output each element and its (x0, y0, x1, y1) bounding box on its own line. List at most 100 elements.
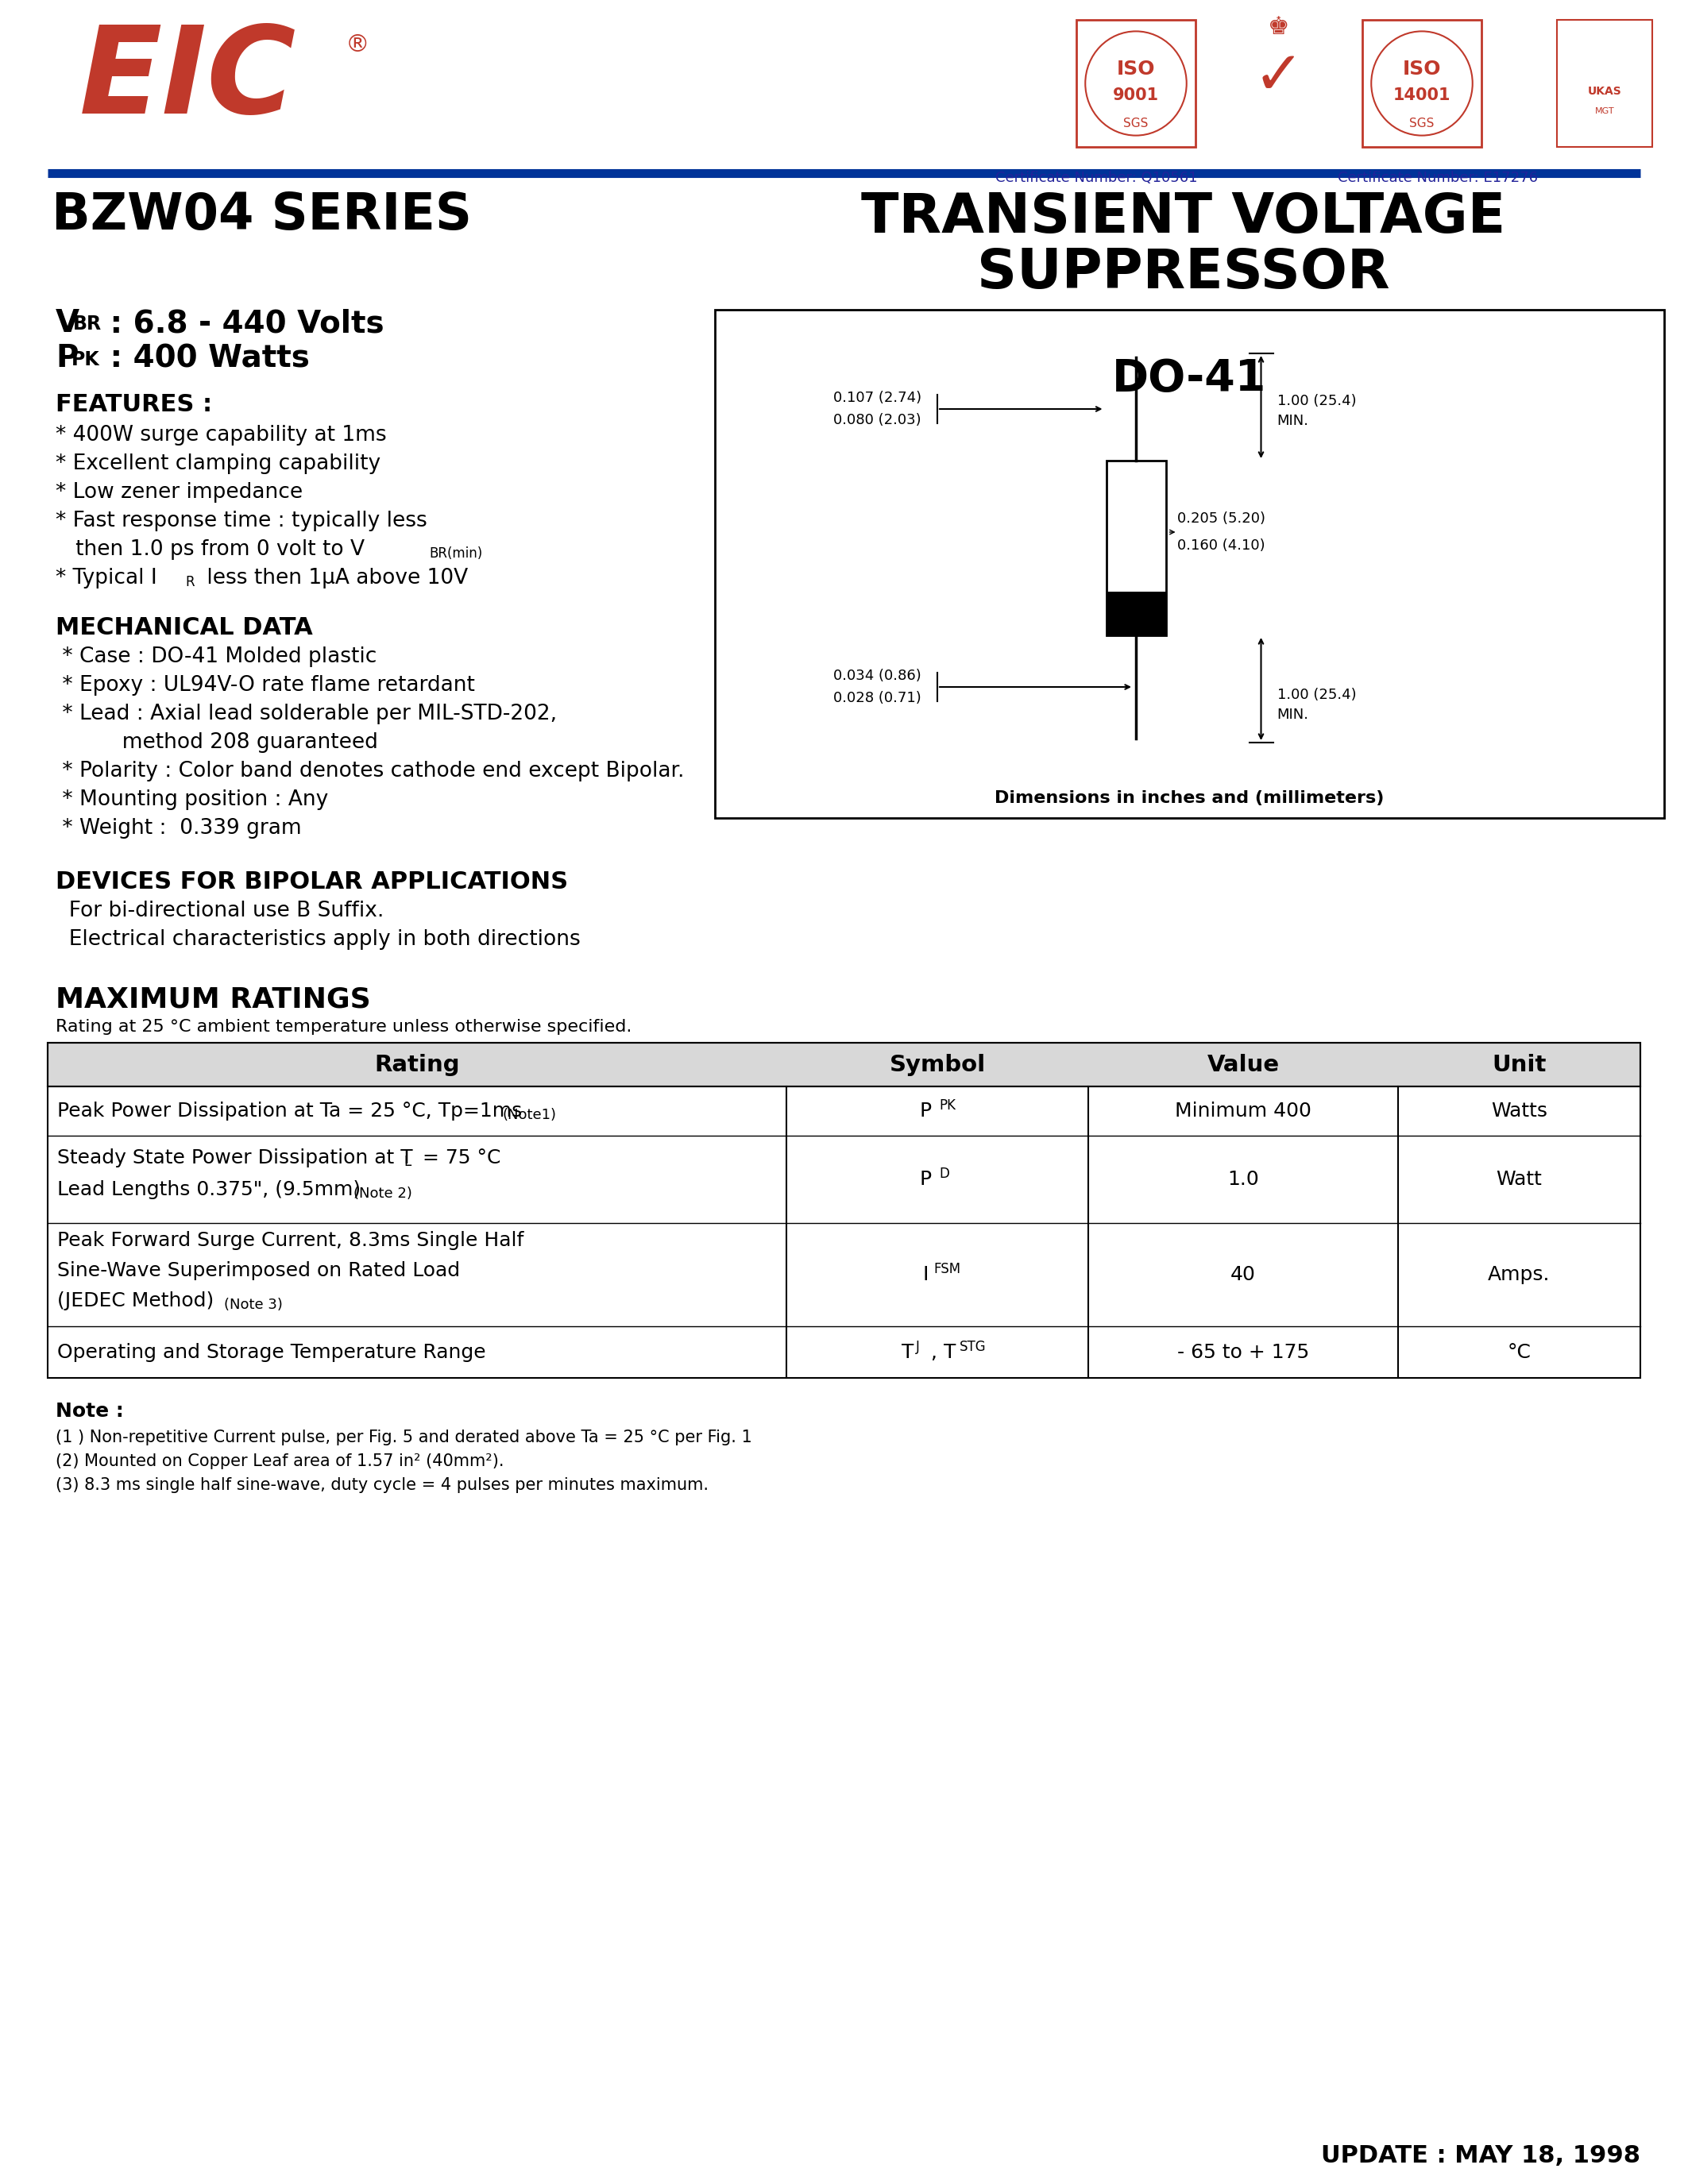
Text: D: D (939, 1166, 949, 1182)
Bar (1106, 592, 1166, 636)
Text: 0.034 (0.86): 0.034 (0.86) (834, 668, 922, 684)
Text: 1.00 (25.4): 1.00 (25.4) (1276, 393, 1355, 408)
Text: BR: BR (73, 314, 101, 334)
Text: (Note1): (Note1) (501, 1107, 555, 1123)
Text: * Epoxy : UL94V-O rate flame retardant: * Epoxy : UL94V-O rate flame retardant (56, 675, 474, 697)
Text: * 400W surge capability at 1ms: * 400W surge capability at 1ms (56, 426, 387, 446)
Text: MIN.: MIN. (1276, 708, 1308, 723)
Bar (47, 1042, 1641, 1378)
Text: Rating: Rating (375, 1053, 459, 1077)
Text: = 75 °C: = 75 °C (417, 1149, 501, 1168)
Text: Symbol: Symbol (890, 1053, 986, 1077)
Text: DO-41: DO-41 (1112, 358, 1266, 400)
Text: then 1.0 ps from 0 volt to V: then 1.0 ps from 0 volt to V (56, 539, 365, 559)
Text: DEVICES FOR BIPOLAR APPLICATIONS: DEVICES FOR BIPOLAR APPLICATIONS (56, 871, 569, 893)
Text: * Polarity : Color band denotes cathode end except Bipolar.: * Polarity : Color band denotes cathode … (56, 760, 684, 782)
Text: Watt: Watt (1496, 1171, 1543, 1188)
Text: Amps.: Amps. (1489, 1265, 1550, 1284)
Text: Certificate Number: Q10561: Certificate Number: Q10561 (996, 170, 1197, 186)
Text: TRANSIENT VOLTAGE: TRANSIENT VOLTAGE (861, 190, 1506, 245)
Text: T: T (901, 1343, 913, 1361)
Text: MIN.: MIN. (1276, 413, 1308, 428)
Text: Peak Forward Surge Current, 8.3ms Single Half: Peak Forward Surge Current, 8.3ms Single… (57, 1232, 523, 1249)
Text: 40: 40 (1231, 1265, 1256, 1284)
Text: less then 1μA above 10V: less then 1μA above 10V (201, 568, 468, 587)
Text: Peak Power Dissipation at Ta = 25 °C, Tp=1ms: Peak Power Dissipation at Ta = 25 °C, Tp… (57, 1101, 528, 1120)
Bar (47, 1042, 1641, 1085)
Text: For bi-directional use B Suffix.: For bi-directional use B Suffix. (56, 900, 383, 922)
Text: : 400 Watts: : 400 Watts (100, 343, 309, 373)
Text: Dimensions in inches and (millimeters): Dimensions in inches and (millimeters) (994, 791, 1384, 806)
Text: FEATURES :: FEATURES : (56, 393, 213, 417)
Bar (1362, 20, 1482, 146)
Text: 0.107 (2.74): 0.107 (2.74) (834, 391, 922, 404)
Text: P: P (56, 343, 78, 373)
Text: SGS: SGS (1124, 118, 1148, 129)
Text: 1.0: 1.0 (1227, 1171, 1259, 1188)
Text: 14001: 14001 (1393, 87, 1450, 103)
Text: 0.205 (5.20): 0.205 (5.20) (1178, 511, 1266, 526)
Text: 0.080 (2.03): 0.080 (2.03) (834, 413, 922, 428)
Text: P: P (920, 1101, 932, 1120)
Text: STG: STG (959, 1339, 986, 1354)
Text: Operating and Storage Temperature Range: Operating and Storage Temperature Range (57, 1343, 486, 1361)
Text: Unit: Unit (1492, 1053, 1546, 1077)
Text: * Mounting position : Any: * Mounting position : Any (56, 788, 327, 810)
Text: * Weight :  0.339 gram: * Weight : 0.339 gram (56, 819, 302, 839)
Ellipse shape (1085, 31, 1187, 135)
Text: 0.028 (0.71): 0.028 (0.71) (834, 690, 922, 705)
Text: BR(min): BR(min) (429, 546, 483, 561)
Text: BZW04 SERIES: BZW04 SERIES (52, 190, 471, 240)
Text: Minimum 400: Minimum 400 (1175, 1101, 1312, 1120)
Ellipse shape (1371, 31, 1472, 135)
Text: * Lead : Axial lead solderable per MIL-STD-202,: * Lead : Axial lead solderable per MIL-S… (56, 703, 557, 725)
Text: * Case : DO-41 Molded plastic: * Case : DO-41 Molded plastic (56, 646, 376, 666)
Text: PK: PK (939, 1099, 955, 1112)
Text: L: L (403, 1155, 410, 1168)
Text: (3) 8.3 ms single half sine-wave, duty cycle = 4 pulses per minutes maximum.: (3) 8.3 ms single half sine-wave, duty c… (56, 1476, 709, 1494)
Text: (2) Mounted on Copper Leaf area of 1.57 in² (40mm²).: (2) Mounted on Copper Leaf area of 1.57 … (56, 1452, 505, 1470)
Text: ✓: ✓ (1254, 48, 1305, 107)
Text: method 208 guaranteed: method 208 guaranteed (56, 732, 378, 753)
Text: Steady State Power Dissipation at T: Steady State Power Dissipation at T (57, 1149, 414, 1168)
Text: * Low zener impedance: * Low zener impedance (56, 483, 302, 502)
Text: MAXIMUM RATINGS: MAXIMUM RATINGS (56, 985, 371, 1013)
Text: 1.00 (25.4): 1.00 (25.4) (1276, 688, 1355, 701)
Text: (Note 3): (Note 3) (225, 1297, 282, 1313)
Bar (1106, 461, 1166, 636)
Text: ♚: ♚ (1268, 15, 1290, 39)
Text: Note :: Note : (56, 1402, 123, 1422)
Text: MGT: MGT (1595, 107, 1614, 116)
Text: (JEDEC Method): (JEDEC Method) (57, 1291, 219, 1310)
Text: °C: °C (1507, 1343, 1531, 1361)
Text: - 65 to + 175: - 65 to + 175 (1177, 1343, 1310, 1361)
Text: (Note 2): (Note 2) (353, 1186, 412, 1201)
Text: SGS: SGS (1409, 118, 1435, 129)
Text: Watts: Watts (1491, 1101, 1548, 1120)
Text: ISO: ISO (1403, 59, 1442, 79)
Text: Certificate Number: E17276: Certificate Number: E17276 (1337, 170, 1538, 186)
Text: Electrical characteristics apply in both directions: Electrical characteristics apply in both… (56, 928, 581, 950)
Text: V: V (56, 308, 79, 339)
Text: I: I (922, 1265, 928, 1284)
Text: (1 ) Non-repetitive Current pulse, per Fig. 5 and derated above Ta = 25 °C per F: (1 ) Non-repetitive Current pulse, per F… (56, 1431, 753, 1446)
Text: , T: , T (932, 1343, 955, 1361)
Text: UKAS: UKAS (1588, 85, 1622, 96)
Text: Sine-Wave Superimposed on Rated Load: Sine-Wave Superimposed on Rated Load (57, 1260, 461, 1280)
Text: J: J (917, 1339, 920, 1354)
Text: * Fast response time : typically less: * Fast response time : typically less (56, 511, 427, 531)
Text: R: R (186, 574, 194, 590)
Text: 9001: 9001 (1112, 87, 1160, 103)
Text: SUPPRESSOR: SUPPRESSOR (977, 247, 1389, 299)
Text: FSM: FSM (933, 1262, 960, 1275)
Text: * Excellent clamping capability: * Excellent clamping capability (56, 454, 380, 474)
Bar (716, 310, 1664, 819)
Text: Value: Value (1207, 1053, 1280, 1077)
Text: Lead Lengths 0.375", (9.5mm): Lead Lengths 0.375", (9.5mm) (57, 1179, 366, 1199)
Text: EIC: EIC (79, 20, 297, 140)
Bar (1077, 20, 1195, 146)
Text: * Typical I: * Typical I (56, 568, 157, 587)
Text: 0.160 (4.10): 0.160 (4.10) (1178, 539, 1266, 553)
Text: MECHANICAL DATA: MECHANICAL DATA (56, 616, 312, 640)
Text: UPDATE : MAY 18, 1998: UPDATE : MAY 18, 1998 (1322, 2145, 1641, 2167)
